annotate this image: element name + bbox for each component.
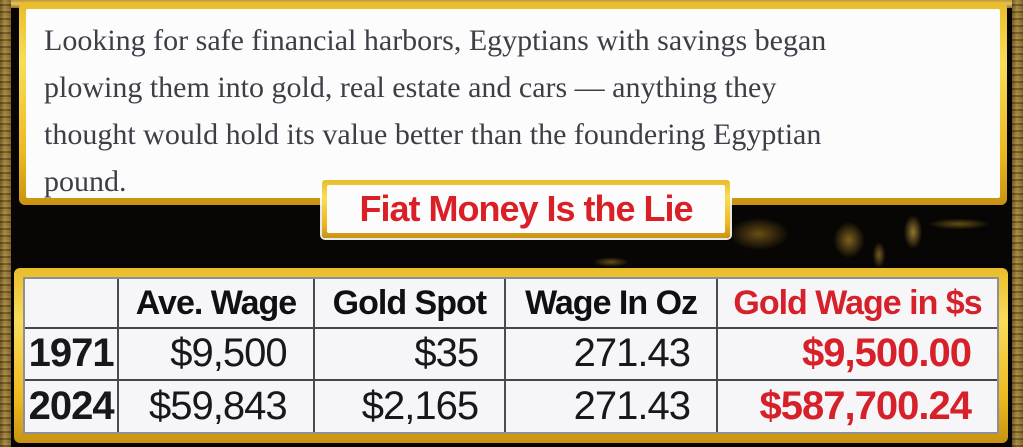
news-quote-text: Looking for safe financial harbors, Egyp… xyxy=(26,9,1000,198)
row-2024-gold-spot: $2,165 xyxy=(315,380,507,432)
gold-frame-left xyxy=(0,0,11,447)
news-quote-card: Looking for safe financial harbors, Egyp… xyxy=(19,2,1007,205)
quote-line: Looking for safe financial harbors, Egyp… xyxy=(44,24,827,57)
row-1971-wage-in-oz: 271.43 xyxy=(506,329,718,381)
headline-banner: Fiat Money Is the Lie xyxy=(322,180,730,238)
table-header-ave-wage: Ave. Wage xyxy=(119,279,315,329)
row-1971-gold-spot: $35 xyxy=(314,329,507,381)
quote-line: pound. xyxy=(44,165,127,198)
row-1971-year: 1971 xyxy=(25,329,120,381)
row-2024-year: 2024 xyxy=(25,380,120,432)
quote-line: plowing them into gold, real estate and … xyxy=(44,71,777,104)
row-1971-gold-wage: $9,500.00 xyxy=(718,329,997,381)
headline-banner-label: Fiat Money Is the Lie xyxy=(359,188,693,229)
row-2024-ave-wage: $59,843 xyxy=(119,380,315,432)
row-2024-wage-in-oz: 271.43 xyxy=(506,380,718,432)
table-header-gold-spot: Gold Spot xyxy=(314,279,507,329)
row-2024-gold-wage: $587,700.24 xyxy=(759,383,972,428)
quote-line: thought would hold its value better than… xyxy=(44,118,822,151)
gold-frame-right xyxy=(1012,0,1023,447)
wage-gold-table-card: Ave. Wage Gold Spot Wage In Oz Gold Wage… xyxy=(14,268,1008,443)
table-header-wage-in-oz: Wage In Oz xyxy=(506,279,718,329)
table-header-gold-wage: Gold Wage in $s xyxy=(718,279,997,329)
row-1971-ave-wage: $9,500 xyxy=(119,329,315,381)
wage-gold-table: Ave. Wage Gold Spot Wage In Oz Gold Wage… xyxy=(23,277,999,434)
headline-banner-inner: Fiat Money Is the Lie xyxy=(327,185,725,233)
table-header-year xyxy=(25,279,120,329)
